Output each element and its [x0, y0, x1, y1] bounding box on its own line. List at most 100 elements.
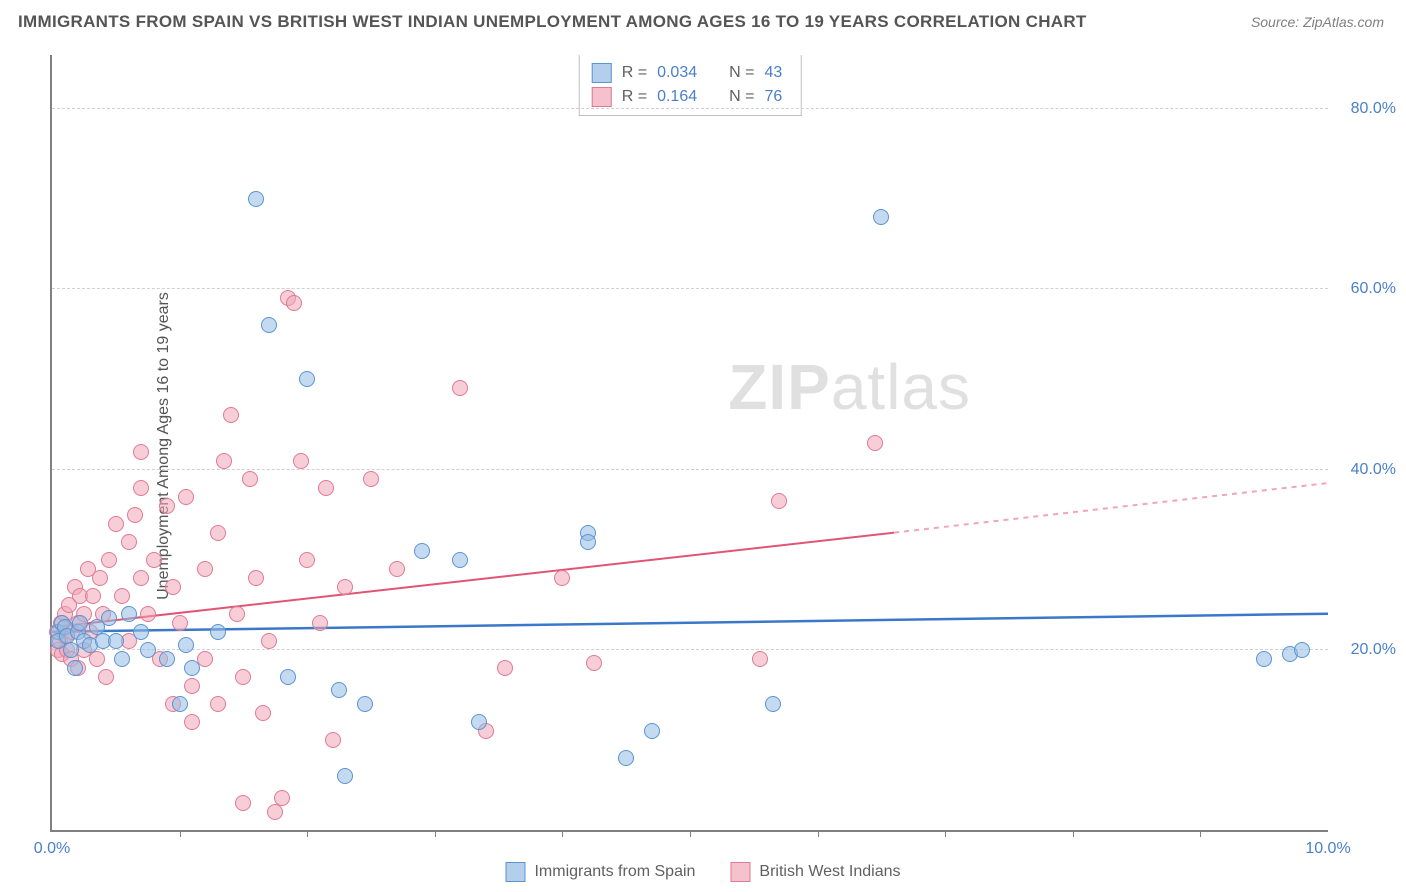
scatter-point: [337, 579, 353, 595]
scatter-point: [133, 480, 149, 496]
trend-line: [894, 483, 1328, 533]
scatter-point: [363, 471, 379, 487]
scatter-point: [318, 480, 334, 496]
scatter-point: [101, 610, 117, 626]
scatter-point: [752, 651, 768, 667]
scatter-point: [261, 317, 277, 333]
scatter-point: [618, 750, 634, 766]
scatter-point: [357, 696, 373, 712]
r-label: R =: [622, 85, 647, 109]
scatter-point: [101, 552, 117, 568]
scatter-point: [114, 588, 130, 604]
legend-item-pink: British West Indians: [730, 862, 900, 882]
n-value-pink: 76: [764, 85, 782, 109]
x-tick-label: 0.0%: [34, 840, 70, 858]
scatter-point: [172, 696, 188, 712]
scatter-point: [197, 561, 213, 577]
scatter-point: [229, 606, 245, 622]
y-tick-label: 20.0%: [1351, 641, 1396, 659]
legend-bottom: Immigrants from Spain British West India…: [505, 862, 900, 882]
scatter-point: [121, 606, 137, 622]
gridline: [52, 108, 1328, 109]
scatter-point: [414, 543, 430, 559]
gridline: [52, 288, 1328, 289]
swatch-pink-icon: [592, 87, 612, 107]
swatch-blue-icon: [592, 63, 612, 83]
scatter-point: [98, 669, 114, 685]
scatter-point: [389, 561, 405, 577]
scatter-point: [172, 615, 188, 631]
scatter-point: [452, 380, 468, 396]
scatter-point: [580, 534, 596, 550]
x-tick: [307, 830, 308, 837]
scatter-point: [873, 209, 889, 225]
scatter-point: [140, 642, 156, 658]
scatter-point: [261, 633, 277, 649]
chart-title: IMMIGRANTS FROM SPAIN VS BRITISH WEST IN…: [18, 12, 1087, 32]
legend-stats-box: R = 0.034 N = 43 R = 0.164 N = 76: [579, 55, 802, 116]
legend-stats-row-blue: R = 0.034 N = 43: [592, 61, 783, 85]
scatter-point: [146, 552, 162, 568]
scatter-point: [299, 371, 315, 387]
scatter-point: [497, 660, 513, 676]
scatter-point: [133, 624, 149, 640]
scatter-point: [867, 435, 883, 451]
scatter-point: [255, 705, 271, 721]
scatter-point: [216, 453, 232, 469]
scatter-point: [235, 669, 251, 685]
swatch-blue-icon: [505, 862, 525, 882]
n-label: N =: [729, 61, 754, 85]
legend-item-blue: Immigrants from Spain: [505, 862, 695, 882]
scatter-point: [159, 651, 175, 667]
scatter-point: [92, 570, 108, 586]
scatter-point: [159, 498, 175, 514]
scatter-point: [274, 790, 290, 806]
scatter-point: [165, 579, 181, 595]
scatter-point: [644, 723, 660, 739]
x-tick: [180, 830, 181, 837]
x-tick: [1200, 830, 1201, 837]
scatter-point: [140, 606, 156, 622]
scatter-point: [184, 660, 200, 676]
scatter-point: [210, 624, 226, 640]
scatter-point: [127, 507, 143, 523]
y-tick-label: 40.0%: [1351, 461, 1396, 479]
chart-plot-area: ZIPatlas R = 0.034 N = 43 R = 0.164 N = …: [50, 55, 1328, 832]
x-tick: [945, 830, 946, 837]
gridline: [52, 469, 1328, 470]
legend-stats-row-pink: R = 0.164 N = 76: [592, 85, 783, 109]
y-tick-label: 80.0%: [1351, 100, 1396, 118]
scatter-point: [586, 655, 602, 671]
scatter-point: [299, 552, 315, 568]
scatter-point: [554, 570, 570, 586]
scatter-point: [286, 295, 302, 311]
y-tick-label: 60.0%: [1351, 280, 1396, 298]
scatter-point: [85, 588, 101, 604]
scatter-point: [184, 678, 200, 694]
r-value-pink: 0.164: [657, 85, 697, 109]
trend-lines-layer: [52, 55, 1328, 830]
scatter-point: [765, 696, 781, 712]
x-tick: [1073, 830, 1074, 837]
gridline: [52, 649, 1328, 650]
scatter-point: [210, 525, 226, 541]
scatter-point: [178, 637, 194, 653]
scatter-point: [235, 795, 251, 811]
scatter-point: [72, 615, 88, 631]
scatter-point: [471, 714, 487, 730]
scatter-point: [771, 493, 787, 509]
scatter-point: [325, 732, 341, 748]
scatter-point: [121, 534, 137, 550]
n-label: N =: [729, 85, 754, 109]
scatter-point: [242, 471, 258, 487]
scatter-point: [184, 714, 200, 730]
scatter-point: [67, 660, 83, 676]
scatter-point: [248, 191, 264, 207]
source-attribution: Source: ZipAtlas.com: [1251, 14, 1384, 30]
scatter-point: [248, 570, 264, 586]
n-value-blue: 43: [764, 61, 782, 85]
x-tick: [435, 830, 436, 837]
scatter-point: [223, 407, 239, 423]
legend-label-blue: Immigrants from Spain: [534, 863, 695, 881]
scatter-point: [1294, 642, 1310, 658]
